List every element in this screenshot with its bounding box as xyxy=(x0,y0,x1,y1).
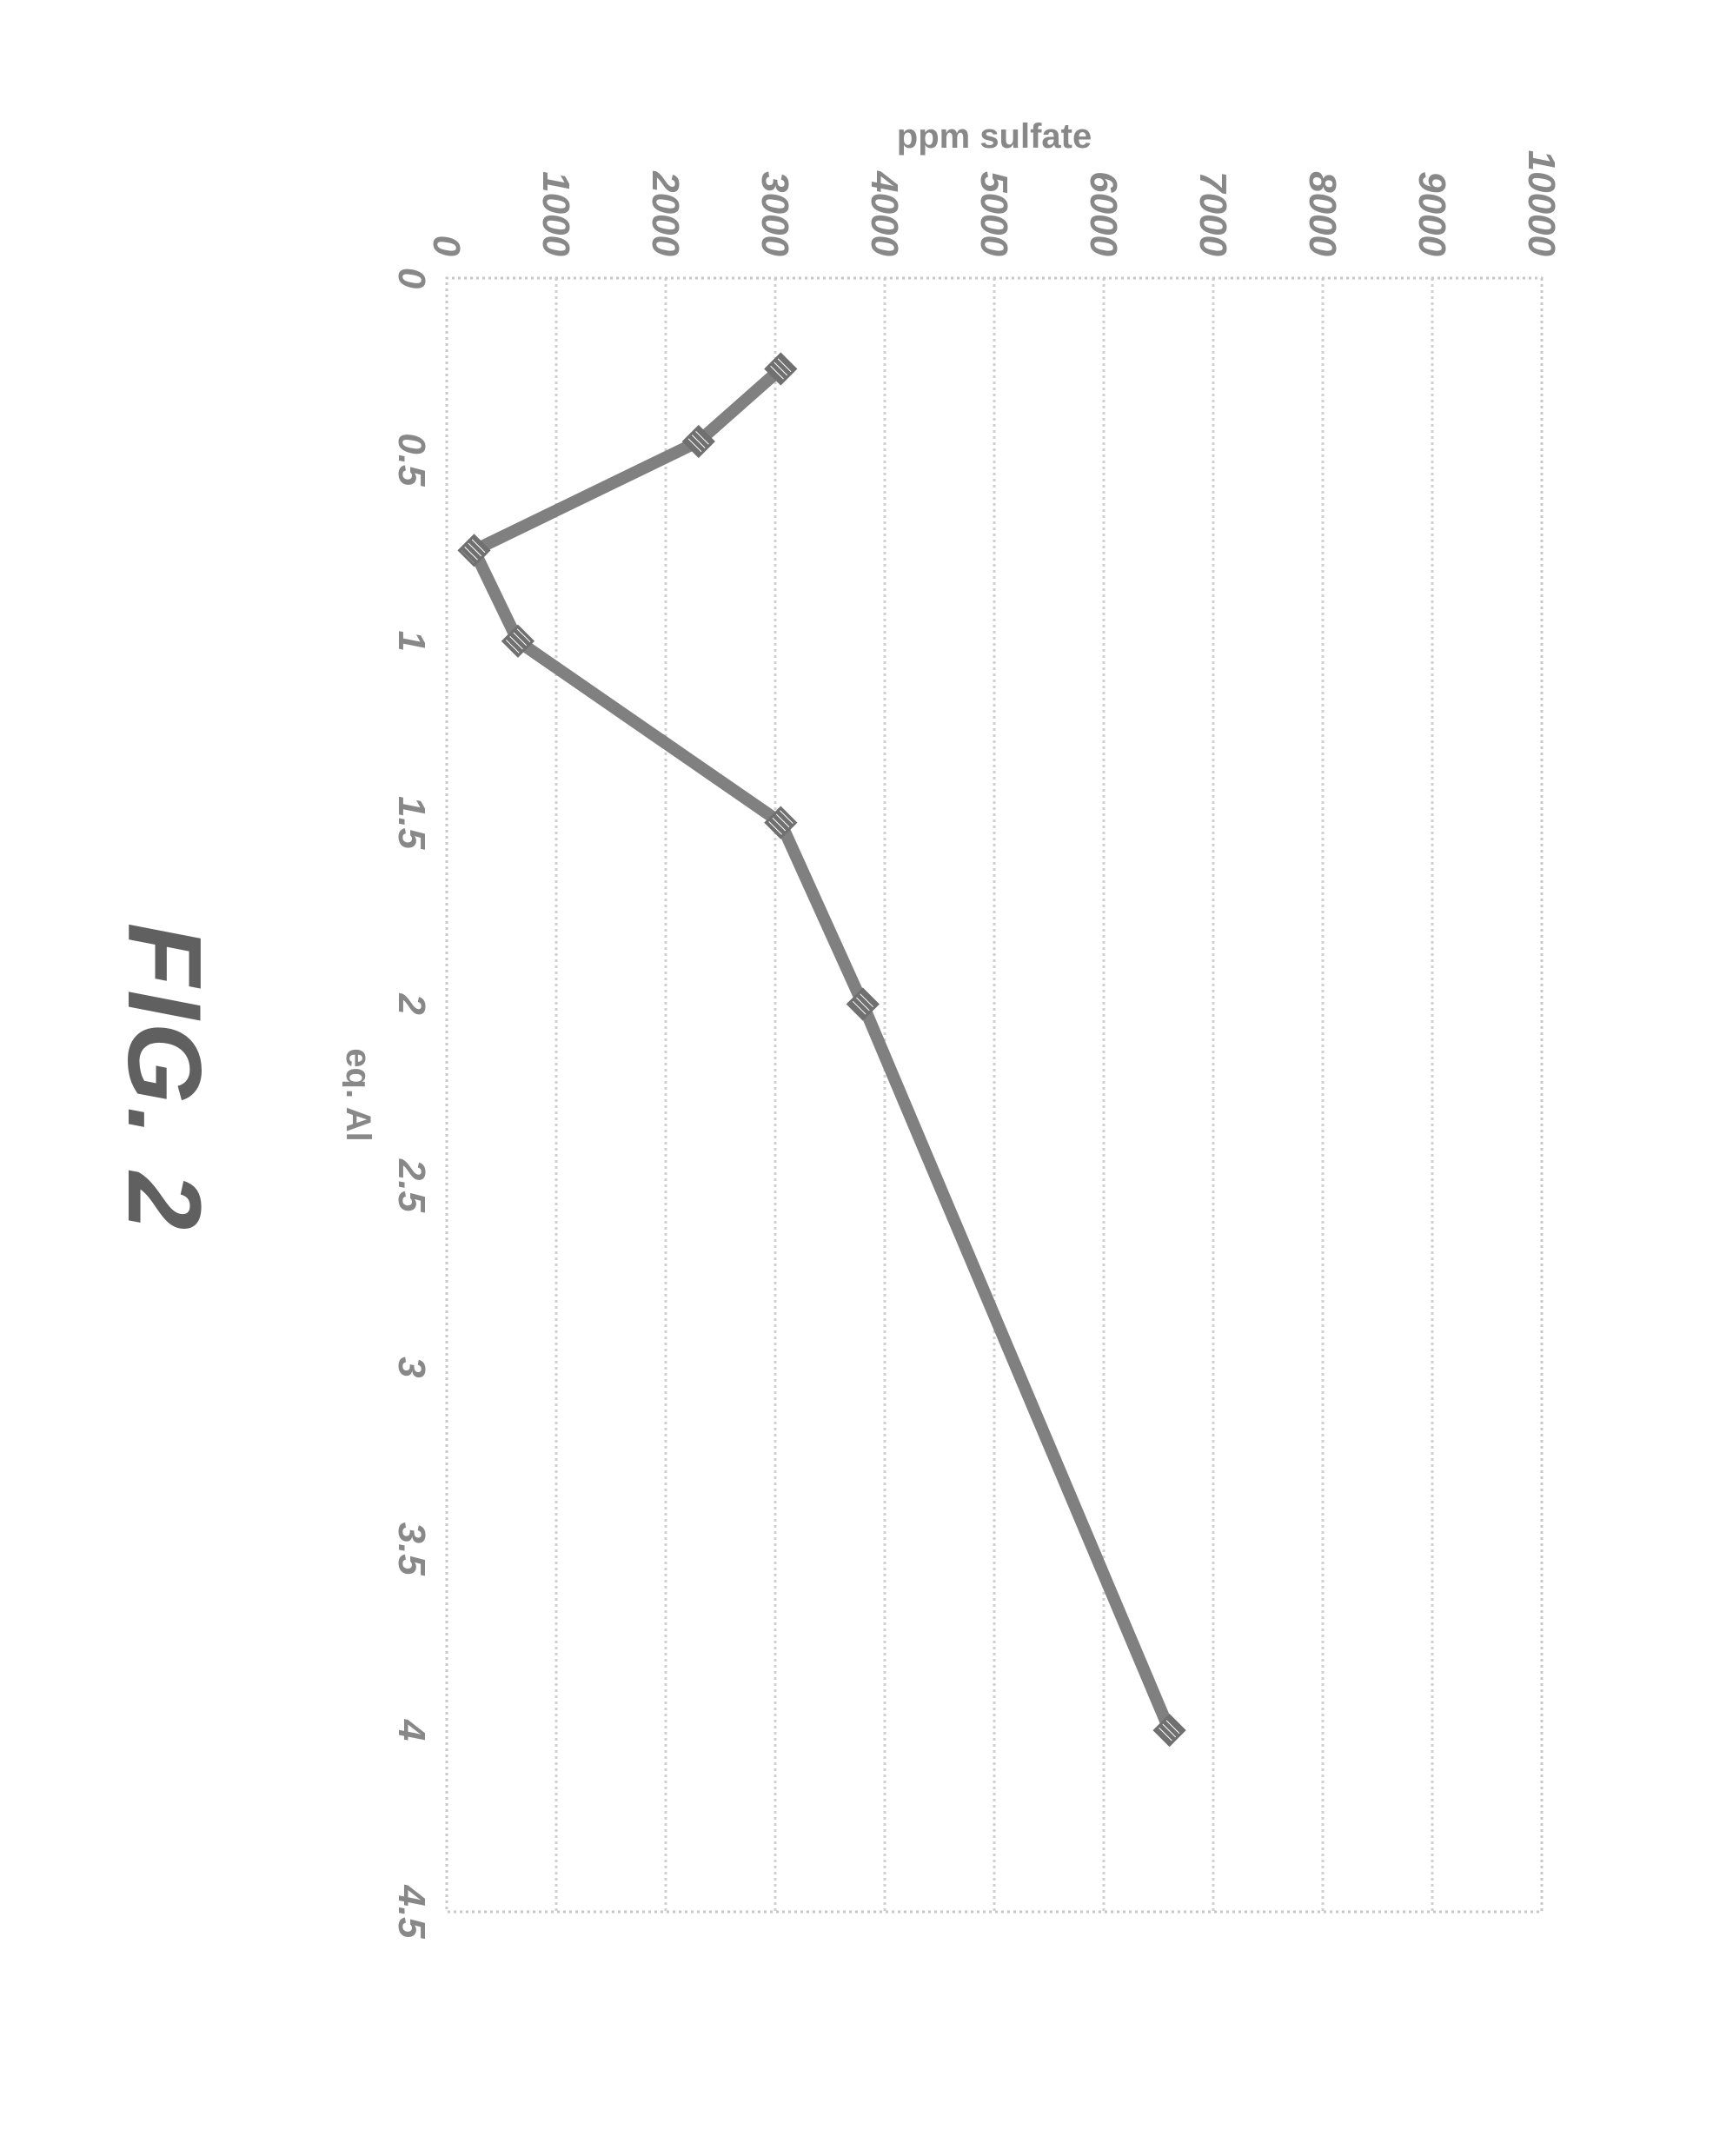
y-tick-label: 7000 xyxy=(1192,171,1234,256)
y-tick-label: 6000 xyxy=(1082,171,1125,256)
y-tick-label: 0 xyxy=(425,236,468,257)
figure-caption: FIG. 2 xyxy=(104,923,224,1233)
y-tick-label: 4000 xyxy=(863,170,906,256)
x-tick-label: 3.5 xyxy=(390,1522,433,1576)
x-axis-label: eq. Al xyxy=(342,1048,377,1141)
x-tick-label: 0 xyxy=(390,268,433,289)
x-tick-label: 1.5 xyxy=(390,796,433,850)
rotated-canvas: 0 0.5 1 1.5 2 2.5 3 3.5 4 4.5 0 1000 2000 3000 4000 500… xyxy=(0,0,1733,2156)
x-tick-label: 4 xyxy=(390,1719,433,1741)
y-tick-label: 8000 xyxy=(1301,171,1344,256)
y-tick-label: 5000 xyxy=(973,171,1015,256)
line-chart: 0 0.5 1 1.5 2 2.5 3 3.5 4 4.5 0 1000 2000 3000 4000 500… xyxy=(342,122,1559,1990)
y-tick-label: 1000 xyxy=(535,171,577,256)
x-tick-label: 4.5 xyxy=(390,1884,433,1939)
x-tick-label: 3 xyxy=(390,1357,433,1377)
y-tick-label: 10000 xyxy=(1520,150,1559,257)
y-tick-label: 3000 xyxy=(754,171,796,256)
y-tick-label: 9000 xyxy=(1411,171,1453,256)
x-tick-label: 2 xyxy=(390,992,433,1015)
y-tick-label: 2000 xyxy=(644,170,687,256)
page: 0 0.5 1 1.5 2 2.5 3 3.5 4 4.5 0 1000 2000 3000 4000 500… xyxy=(0,0,1733,2156)
x-tick-label: 2.5 xyxy=(390,1158,433,1213)
y-axis-label: ppm sulfate xyxy=(897,122,1092,156)
x-tick-label: 0.5 xyxy=(390,433,433,487)
chart-container: 0 0.5 1 1.5 2 2.5 3 3.5 4 4.5 0 1000 2000 3000 4000 500… xyxy=(342,122,1559,1990)
x-tick-label: 1 xyxy=(390,631,433,652)
